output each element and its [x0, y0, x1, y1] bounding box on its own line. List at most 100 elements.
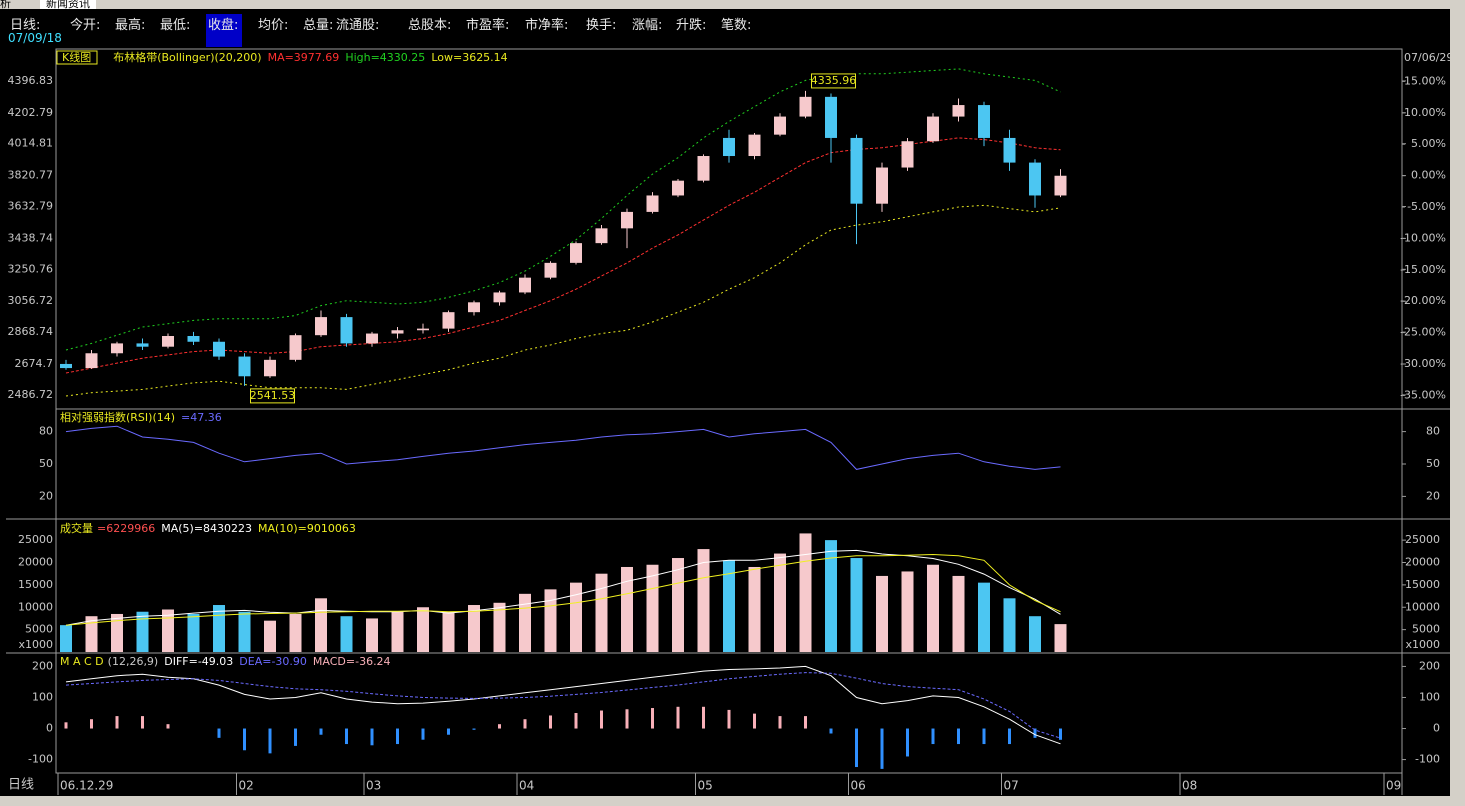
volume-bar [927, 564, 939, 652]
x-tick-label: 04 [519, 779, 534, 793]
volume-bar [111, 613, 123, 652]
y-tick-label: 100 [32, 690, 53, 703]
current-value: =6229966 [97, 522, 155, 535]
series-line [65, 425, 1061, 470]
menu-item[interactable]: 总股本: [408, 18, 452, 33]
candle-body [264, 359, 276, 377]
candle-body [493, 292, 506, 303]
volume-bar [468, 605, 480, 652]
candle-body [366, 333, 378, 344]
menu-item[interactable]: 收盘: [206, 14, 243, 47]
legend-entry: =47.36 [181, 411, 222, 424]
candle-body [544, 262, 557, 278]
volume-bar [570, 582, 582, 652]
volume-bar [162, 609, 174, 652]
x-tick-label: 03 [366, 779, 381, 793]
y-tick-label: 4202.79 [8, 106, 54, 119]
tab[interactable]: 析 [0, 0, 11, 9]
legend: 相对强弱指数(RSI)(14) =47.36 [60, 410, 222, 424]
volume-bar [289, 613, 302, 652]
y2-tick-label: -25.00% [1400, 326, 1446, 339]
x-tick-label: 08 [1182, 779, 1197, 793]
candle-body [60, 363, 72, 369]
volume-bar [723, 560, 735, 652]
y-tick-label: 50 [39, 457, 53, 470]
candle-body [570, 243, 582, 263]
candle-body [136, 343, 149, 347]
volume-bar [519, 593, 531, 652]
volume-bar [825, 540, 837, 652]
y2-tick-label: -35.00% [1400, 388, 1446, 401]
volume-bar [697, 549, 710, 652]
menu-item[interactable]: 今开: [70, 18, 101, 33]
menu-item[interactable]: 市净率: [525, 18, 569, 33]
annotation: 2541.53 [250, 389, 296, 402]
y2-tick-label: 15000 [1405, 578, 1440, 591]
candle-body [519, 277, 531, 293]
volume-bar [213, 605, 225, 652]
corner-date: 07/06/29 [1404, 51, 1450, 64]
volume-bar [315, 598, 327, 652]
candle-body [723, 137, 735, 157]
candle-body [1054, 175, 1067, 196]
x-tick-label: 06 [851, 779, 866, 793]
unit-label: x1000 [18, 638, 53, 651]
y-tick-label: 2486.72 [8, 388, 54, 401]
menu-item[interactable]: 最低: [160, 18, 191, 33]
menu-item[interactable]: 最高: [115, 18, 146, 33]
series-line [65, 204, 1061, 397]
volume-bar [340, 616, 353, 652]
y2-tick-label: 0.00% [1411, 169, 1446, 182]
y-tick-label: 15000 [18, 578, 53, 591]
candle-body [621, 211, 633, 229]
y2-tick-label: 80 [1426, 425, 1440, 438]
menu-item[interactable]: 涨幅: [632, 18, 663, 33]
status-bar [0, 796, 1450, 806]
tab[interactable]: 新闻资讯 [40, 0, 96, 9]
y-tick-label: 80 [39, 425, 53, 438]
candle-body [646, 195, 659, 212]
legend: 成交量 =6229966 MA(5)=8430223 MA(10)=9010063 [60, 521, 356, 535]
legend-entry: MACD=-36.24 [313, 655, 391, 668]
volume-bar [621, 566, 633, 652]
title-box [56, 50, 98, 65]
menu-item[interactable]: 流通股: [336, 18, 380, 33]
volume-bar [748, 566, 761, 652]
volume-bar [264, 620, 276, 652]
chart: 07/06/29 日线 2486.72 2674.7 2868.74 3056.72 3… [6, 48, 1450, 795]
candle-body [213, 341, 225, 357]
y-tick-label: 0 [46, 722, 53, 735]
volume-bar [1003, 598, 1016, 652]
menu-item[interactable]: 换手: [586, 18, 617, 33]
volume-bar [442, 611, 455, 652]
y-tick-label: 3820.77 [8, 169, 54, 182]
menu-item[interactable]: 均价: [258, 18, 289, 33]
candle-body [442, 312, 455, 329]
chart-subtitle: 布林格带(Bollinger)(20,200) [113, 50, 261, 64]
candle-body [162, 336, 174, 347]
legend-entry: DIFF=-49.03 [164, 655, 233, 668]
y2-tick-label: 15.00% [1404, 74, 1446, 87]
y-tick-label: 3438.74 [8, 231, 54, 244]
volume-bar [646, 564, 659, 652]
menu-item[interactable]: 日线: [10, 18, 41, 33]
candle-body [978, 105, 990, 138]
menu-item[interactable]: 市盈率: [466, 18, 510, 33]
volume-bar [238, 611, 251, 652]
series-line [65, 137, 1061, 374]
candle-body [1029, 162, 1041, 196]
menu-item[interactable]: 总量: [303, 18, 334, 33]
side-panel [1450, 0, 1465, 806]
y2-tick-label: 10.00% [1404, 106, 1446, 119]
candle-body [238, 356, 251, 377]
y-tick-label: 200 [32, 659, 53, 672]
y-tick-label: 20 [39, 489, 53, 502]
volume-bar [978, 582, 990, 652]
menu-item[interactable]: 笔数: [721, 18, 752, 33]
y-tick-label: 10000 [18, 600, 53, 613]
menu-item[interactable]: 升跌: [676, 18, 707, 33]
legend-entry: MA(10)=9010063 [258, 522, 356, 535]
y-tick-label: 3056.72 [8, 294, 54, 307]
candle-body [952, 105, 965, 117]
legend-entry: High=4330.25 [345, 51, 425, 64]
